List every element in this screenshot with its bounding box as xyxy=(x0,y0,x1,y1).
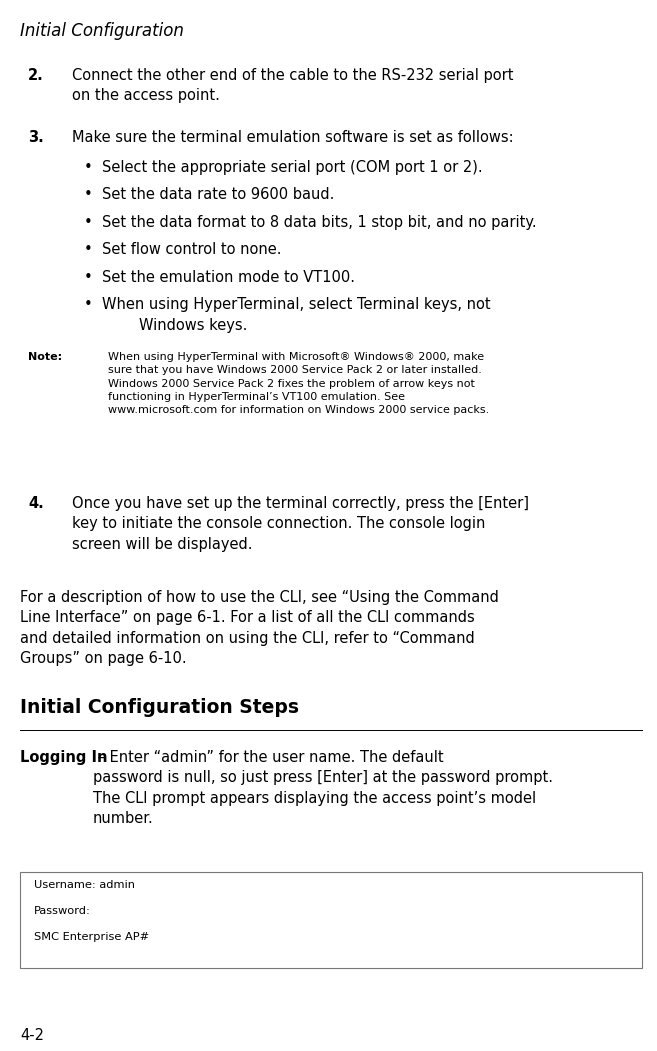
Text: 3.: 3. xyxy=(28,130,44,145)
Text: •: • xyxy=(83,297,93,312)
Bar xyxy=(20,872,642,968)
Text: For a description of how to use the CLI, see “Using the Command
Line Interface” : For a description of how to use the CLI,… xyxy=(20,590,499,666)
Text: – Enter “admin” for the user name. The default
password is null, so just press [: – Enter “admin” for the user name. The d… xyxy=(93,750,553,826)
Text: When using HyperTerminal, select Terminal keys, not
        Windows keys.: When using HyperTerminal, select Termina… xyxy=(102,297,491,333)
Text: •: • xyxy=(83,215,93,230)
Text: Select the appropriate serial port (COM port 1 or 2).: Select the appropriate serial port (COM … xyxy=(102,160,483,176)
Text: •: • xyxy=(83,160,93,176)
Text: Username: admin: Username: admin xyxy=(34,880,135,890)
Text: Initial Configuration Steps: Initial Configuration Steps xyxy=(20,698,299,717)
Text: Set the data format to 8 data bits, 1 stop bit, and no parity.: Set the data format to 8 data bits, 1 st… xyxy=(102,215,537,230)
Text: When using HyperTerminal with Microsoft® Windows® 2000, make
sure that you have : When using HyperTerminal with Microsoft®… xyxy=(108,352,489,415)
Text: Set the emulation mode to VT100.: Set the emulation mode to VT100. xyxy=(102,270,355,285)
Text: 2.: 2. xyxy=(28,68,44,83)
Text: 4.: 4. xyxy=(28,496,44,511)
Text: Logging In: Logging In xyxy=(20,750,108,765)
Text: •: • xyxy=(83,187,93,203)
Text: SMC Enterprise AP#: SMC Enterprise AP# xyxy=(34,932,149,942)
Text: •: • xyxy=(83,243,93,257)
Text: Once you have set up the terminal correctly, press the [Enter]
key to initiate t: Once you have set up the terminal correc… xyxy=(72,496,529,552)
Text: Initial Configuration: Initial Configuration xyxy=(20,22,184,40)
Text: •: • xyxy=(83,270,93,285)
Text: Set flow control to none.: Set flow control to none. xyxy=(102,243,281,257)
Text: Note:: Note: xyxy=(28,352,62,362)
Text: Password:: Password: xyxy=(34,906,91,916)
Text: Connect the other end of the cable to the RS-232 serial port
on the access point: Connect the other end of the cable to th… xyxy=(72,68,514,103)
Text: 4-2: 4-2 xyxy=(20,1028,44,1043)
Text: Set the data rate to 9600 baud.: Set the data rate to 9600 baud. xyxy=(102,187,334,203)
Text: Make sure the terminal emulation software is set as follows:: Make sure the terminal emulation softwar… xyxy=(72,130,514,145)
